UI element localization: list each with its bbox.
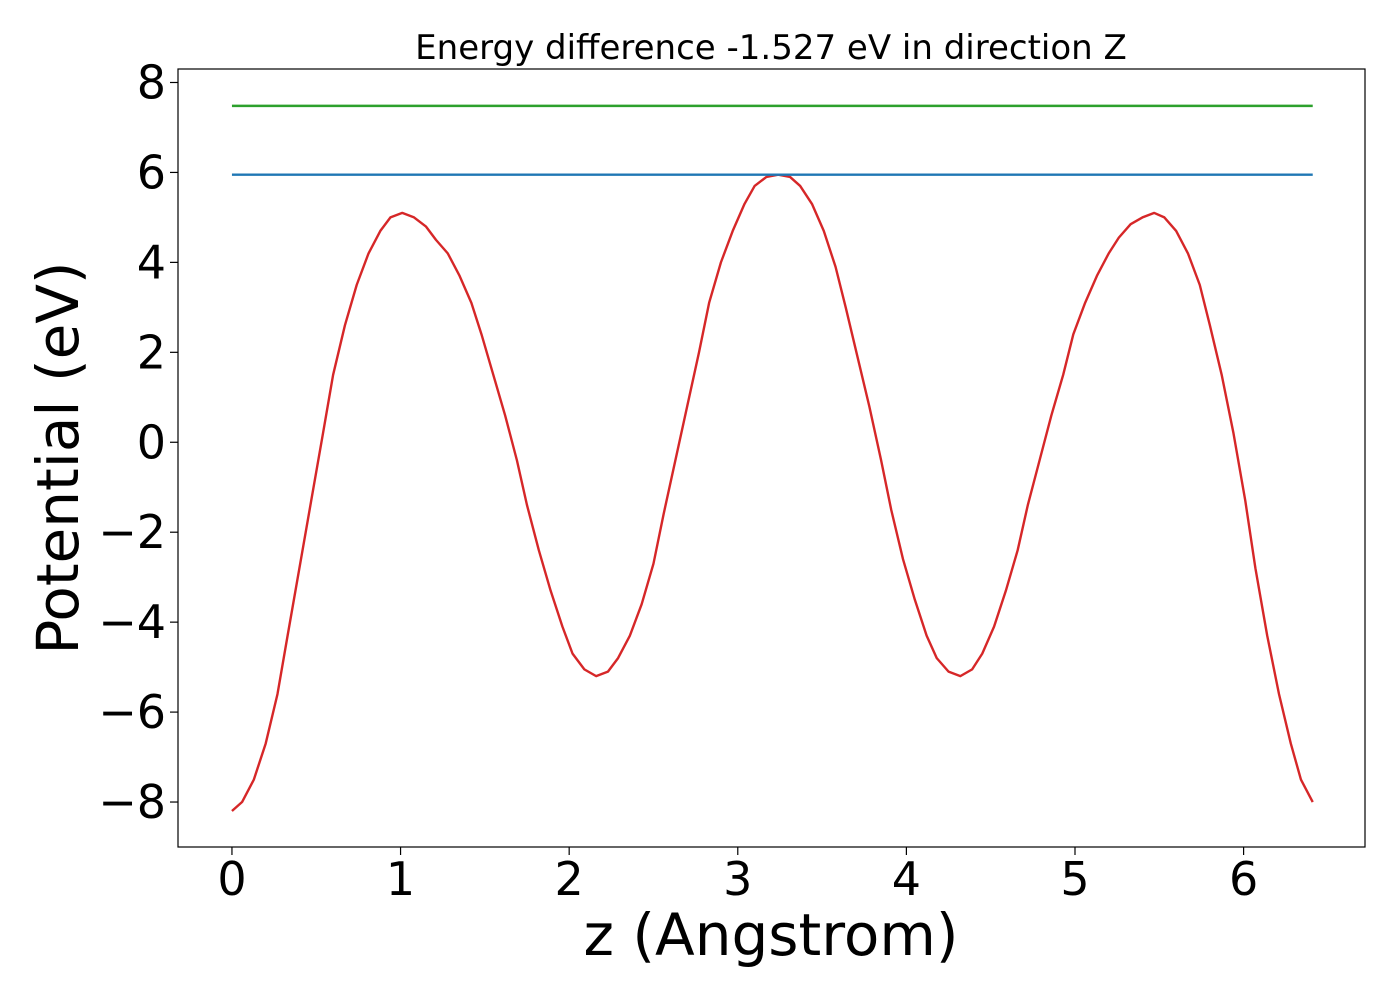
series-layer — [231, 104, 1314, 812]
plot-frame — [177, 68, 1366, 848]
y-tick-label: −8 — [98, 775, 166, 829]
y-tick-label: 0 — [137, 415, 166, 469]
y-tick-label: 6 — [137, 145, 166, 199]
y-tick-label: 2 — [137, 325, 166, 379]
x-tick-label: 6 — [1229, 852, 1258, 906]
x-tick-label: 4 — [892, 852, 921, 906]
x-axis-ticks: 0 1 2 3 4 5 6 — [217, 847, 1258, 906]
series-line-0 — [231, 173, 1314, 812]
x-tick-label: 5 — [1060, 852, 1089, 906]
x-tick-label: 3 — [723, 852, 752, 906]
y-tick-label: −6 — [98, 685, 166, 739]
y-tick-label: −2 — [98, 505, 166, 559]
x-axis-label: z (Angstrom) — [584, 901, 959, 969]
y-tick-label: −4 — [98, 595, 166, 649]
x-tick-label: 2 — [555, 852, 584, 906]
chart-title: Energy difference -1.527 eV in direction… — [415, 28, 1127, 68]
y-tick-label: 4 — [137, 235, 166, 289]
x-tick-label: 1 — [386, 852, 415, 906]
y-axis-label: Potential (eV) — [24, 261, 92, 654]
y-axis-ticks: −8 −6 −4 −2 0 2 4 6 8 — [98, 55, 178, 829]
y-tick-label: 8 — [137, 55, 166, 109]
x-tick-label: 0 — [217, 852, 246, 906]
